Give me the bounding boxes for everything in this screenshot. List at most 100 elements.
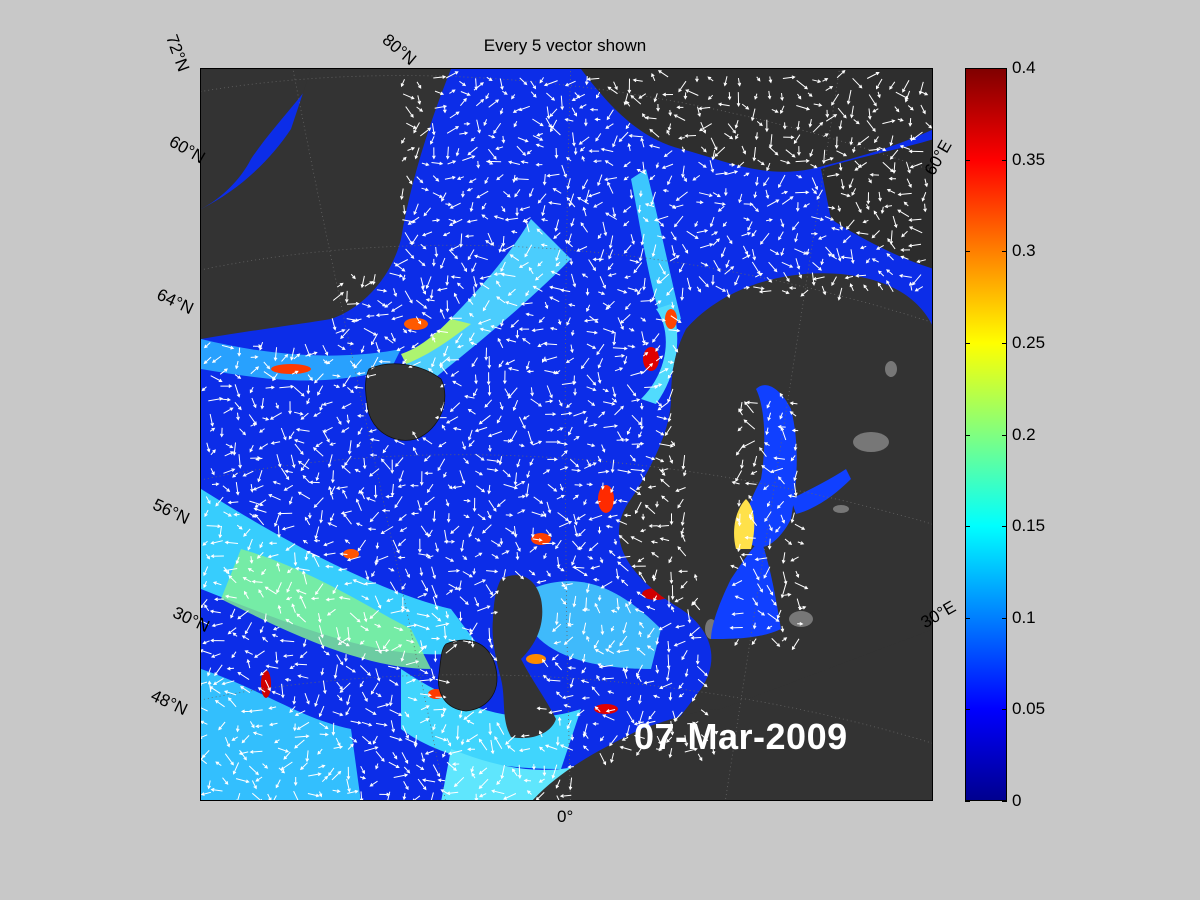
current-vector-arrow [207, 780, 211, 790]
current-vector-arrow [700, 122, 707, 134]
current-vector-arrow [907, 105, 914, 111]
current-vector-arrow [684, 134, 697, 138]
current-vector-arrow [377, 703, 390, 708]
current-vector-arrow [250, 422, 257, 427]
current-vector-arrow [403, 780, 409, 791]
current-vector-arrow [349, 612, 361, 623]
current-vector-arrow [456, 176, 464, 180]
current-vector-arrow [337, 636, 350, 645]
current-vector-arrow [656, 218, 665, 227]
current-vector-arrow [421, 231, 433, 237]
current-vector-arrow [655, 429, 665, 436]
current-vector-arrow [532, 135, 544, 141]
current-vector-arrow [542, 765, 547, 777]
current-vector-arrow [655, 345, 661, 352]
current-vector-arrow [656, 400, 663, 408]
current-vector-arrow [304, 552, 309, 561]
current-vector-arrow [203, 356, 212, 365]
lat-label-56n: 56°N [149, 494, 193, 529]
current-vector-arrow [276, 582, 282, 594]
current-vector-arrow [766, 162, 771, 172]
current-vector-arrow [336, 654, 344, 666]
current-vector-arrow [536, 228, 543, 235]
current-vector-arrow [255, 724, 263, 729]
current-vector-arrow [649, 174, 656, 181]
current-vector-arrow [782, 75, 796, 80]
current-vector-arrow [249, 386, 254, 394]
current-vector-arrow [458, 611, 463, 622]
current-vector-arrow [405, 106, 414, 118]
current-vector-arrow [536, 132, 543, 137]
current-vector-arrow [251, 397, 257, 409]
current-vector-arrow [727, 123, 737, 134]
current-vector-arrow [697, 106, 701, 118]
current-vector-arrow [655, 355, 664, 362]
colorbar-tick-label: 0.35 [1012, 149, 1046, 169]
current-vector-arrow [800, 289, 809, 297]
current-vector-arrow [352, 579, 366, 586]
current-vector-arrow [556, 795, 560, 800]
current-vector-arrow [868, 178, 872, 184]
current-vector-arrow [323, 541, 334, 547]
current-vector-arrow [764, 511, 772, 522]
current-vector-arrow [205, 554, 211, 560]
current-vector-arrow [490, 610, 499, 615]
current-vector-arrow [640, 528, 646, 533]
current-vector-arrow [407, 696, 418, 702]
current-vector-arrow [318, 764, 326, 769]
current-vector-arrow [227, 500, 239, 505]
current-vector-arrow [203, 342, 211, 349]
current-vector-arrow [795, 202, 800, 212]
current-vector-arrow [617, 561, 629, 572]
current-vector-arrow [572, 494, 579, 500]
current-vector-arrow [297, 674, 309, 679]
current-vector-arrow [512, 174, 516, 183]
current-vector-arrow [286, 581, 293, 593]
current-vector-arrow [670, 315, 682, 323]
current-vector-arrow [254, 513, 265, 526]
current-vector-arrow [268, 494, 281, 501]
current-vector-arrow [467, 747, 475, 752]
current-vector-arrow [225, 594, 237, 599]
current-vector-arrow [275, 402, 279, 410]
current-vector-arrow [524, 244, 533, 258]
current-vector-arrow [738, 408, 743, 416]
current-vector-arrow [586, 343, 597, 349]
current-vector-arrow [571, 93, 586, 101]
current-vector-arrow [822, 78, 829, 82]
current-vector-arrow [363, 581, 376, 586]
colorbar-tick-mark [1002, 68, 1007, 69]
current-vector-arrow [686, 277, 692, 291]
current-vector-arrow [344, 654, 348, 663]
current-vector-arrow [515, 552, 520, 561]
current-vector-arrow [526, 369, 534, 374]
current-vector-arrow [788, 286, 797, 290]
current-vector-arrow [419, 567, 424, 577]
current-vector-arrow [327, 522, 337, 528]
current-vector-arrow [909, 162, 923, 169]
current-vector-arrow [360, 625, 369, 631]
current-vector-arrow [441, 424, 446, 431]
current-vector-arrow [244, 650, 253, 655]
current-vector-arrow [467, 408, 476, 415]
current-vector-arrow [502, 469, 511, 478]
current-vector-arrow [445, 202, 452, 207]
current-vector-arrow [463, 498, 471, 503]
current-vector-arrow [235, 360, 239, 370]
colorbar-tick-mark [965, 526, 970, 528]
current-vector-arrow [446, 126, 460, 134]
current-vector-arrow [557, 716, 562, 726]
current-vector-arrow [615, 519, 628, 525]
current-vector-arrow [354, 468, 361, 473]
current-vector-arrow [797, 621, 804, 626]
current-vector-arrow [519, 206, 531, 211]
current-vector-arrow [293, 353, 301, 360]
current-vector-arrow [507, 288, 516, 296]
current-vector-arrow [642, 161, 646, 174]
current-vector-arrow [672, 345, 679, 353]
current-vector-arrow [332, 711, 344, 717]
current-vector-arrow [699, 123, 712, 132]
current-vector-arrow [244, 622, 253, 635]
current-vector-arrow [597, 526, 602, 535]
current-vector-arrow [652, 333, 660, 343]
